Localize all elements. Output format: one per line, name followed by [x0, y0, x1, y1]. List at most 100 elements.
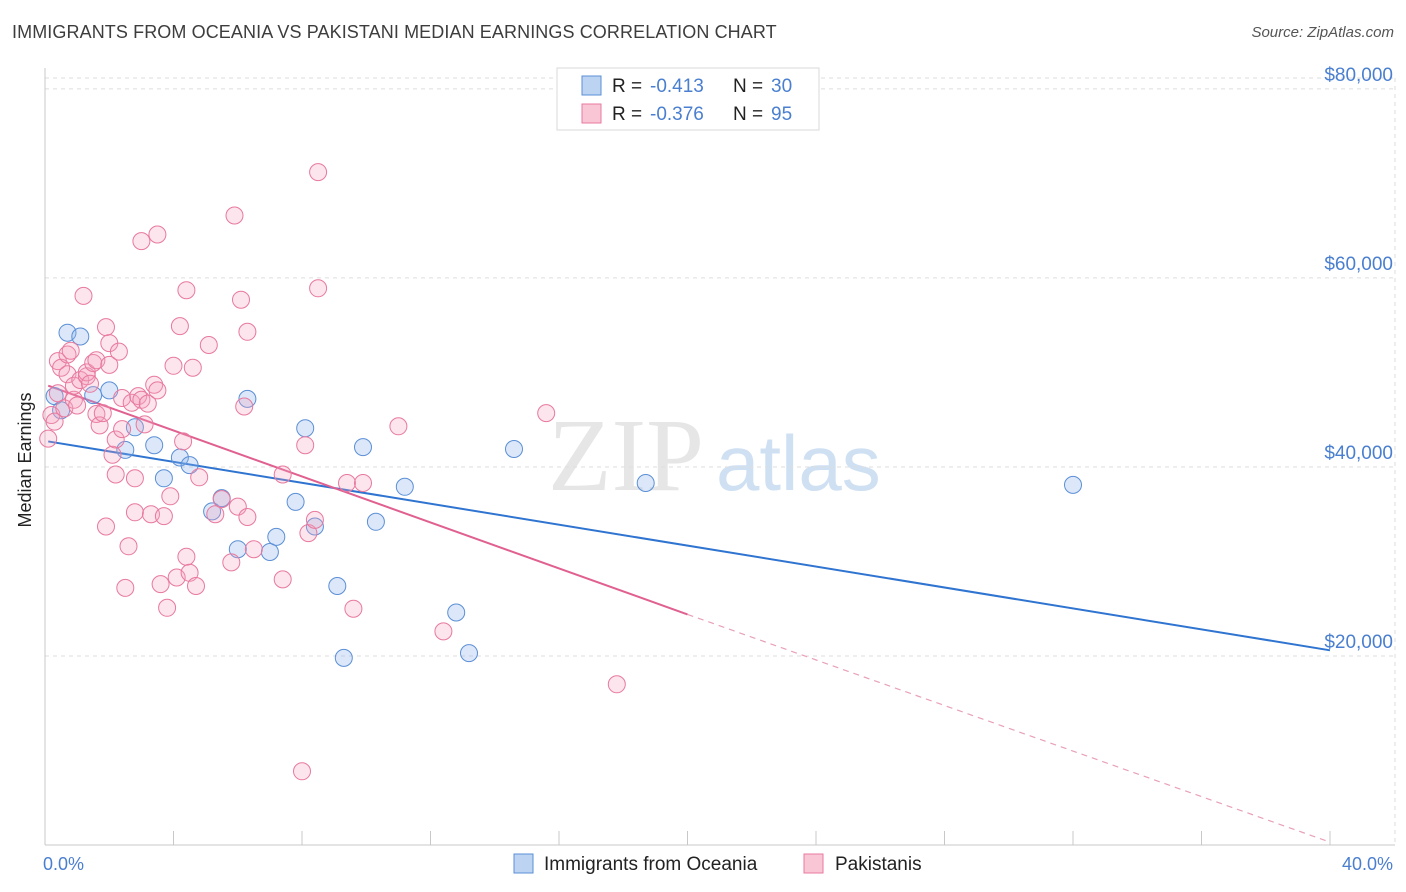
- legend-n-label: N =: [733, 104, 763, 125]
- pakistani-point: [119, 537, 138, 556]
- tick-labels: $20,000 $40,000 $60,000 $80,000 0.0% 40.0%: [43, 65, 1393, 874]
- legend-n-value: 95: [771, 104, 792, 125]
- pakistani-point: [113, 389, 132, 407]
- pakistani-trend-extension: [687, 613, 1331, 843]
- legend-n-value: 30: [771, 76, 792, 97]
- oceania-point: [328, 577, 347, 595]
- oceania-point: [460, 644, 478, 663]
- legend-r-value: -0.376: [650, 104, 704, 125]
- oceania-point: [286, 492, 305, 511]
- oceania-point: [267, 527, 286, 546]
- y-tick-label: $60,000: [1324, 254, 1393, 275]
- pakistani-point: [212, 490, 231, 509]
- pakistani-point: [238, 322, 257, 341]
- oceania-point: [366, 512, 385, 531]
- oceania-point: [71, 327, 90, 346]
- pakistani-point: [87, 405, 106, 423]
- oceania-point: [260, 543, 279, 561]
- pakistani-point: [338, 474, 356, 492]
- correlation-legend: R = -0.413 N = 30 R = -0.376 N = 95: [556, 67, 820, 131]
- pakistani-point: [174, 432, 193, 451]
- oceania-point: [305, 517, 324, 536]
- pakistani-point: [183, 358, 202, 377]
- series-label-pakistanis: Pakistanis: [835, 854, 922, 875]
- pakistani-point: [225, 206, 244, 225]
- y-tick-label: $80,000: [1324, 65, 1393, 86]
- pakistani-point: [103, 445, 122, 464]
- oceania-point: [154, 469, 173, 488]
- pakistani-point: [52, 358, 71, 377]
- oceania-point: [203, 502, 222, 521]
- pakistani-point: [74, 286, 93, 305]
- pakistani-point: [434, 622, 453, 641]
- pakistani-point: [354, 474, 372, 492]
- pakistani-point: [180, 563, 199, 582]
- pakistani-point: [113, 420, 132, 439]
- pakistani-point: [305, 510, 324, 529]
- pakistani-point: [148, 225, 167, 244]
- oceania-point: [180, 456, 199, 475]
- series-swatch-pakistanis: [803, 853, 824, 874]
- pakistani-point: [39, 429, 58, 448]
- chart-title: IMMIGRANTS FROM OCEANIA VS PAKISTANI MED…: [12, 22, 777, 42]
- pakistani-point: [93, 404, 112, 423]
- pakistani-point: [106, 465, 125, 484]
- x-tick-label: 0.0%: [43, 854, 84, 874]
- pakistani-point: [45, 412, 64, 431]
- pakistani-point: [309, 279, 328, 298]
- pakistani-point: [293, 762, 311, 781]
- pakistani-point: [244, 540, 263, 559]
- pakistani-point: [61, 341, 80, 360]
- pakistani-point: [68, 396, 87, 415]
- pakistani-point: [206, 505, 225, 524]
- x-tick-label: 40.0%: [1342, 854, 1393, 874]
- oceania-point: [505, 440, 523, 458]
- pakistani-point: [238, 508, 257, 526]
- data-points: [39, 163, 1082, 781]
- pakistani-point: [109, 342, 128, 361]
- pakistani-point: [177, 281, 196, 300]
- pakistani-point: [161, 487, 180, 506]
- pakistani-point: [116, 578, 135, 597]
- pakistani-point: [81, 374, 99, 393]
- pakistani-point: [145, 375, 164, 394]
- legend-swatch-pakistanis: [581, 103, 602, 124]
- series-swatch-oceania: [513, 853, 534, 874]
- pakistani-point: [170, 317, 189, 336]
- watermark-atlas: atlas: [716, 419, 881, 507]
- series-label-oceania: Immigrants from Oceania: [544, 854, 758, 875]
- oceania-point: [354, 438, 372, 457]
- legend-r-label: R =: [612, 76, 642, 97]
- pakistani-point: [273, 570, 292, 589]
- pakistani-point: [138, 394, 157, 413]
- pakistani-point: [389, 417, 408, 436]
- pakistani-point: [164, 356, 183, 375]
- pakistani-point: [309, 163, 328, 182]
- trend-lines: [47, 384, 1331, 843]
- oceania-point: [296, 419, 315, 438]
- pakistani-point: [100, 355, 119, 374]
- legend-n-label: N =: [733, 76, 763, 97]
- y-axis-title: Median Earnings: [15, 392, 35, 527]
- oceania-point: [636, 474, 655, 492]
- oceania-point: [145, 436, 164, 455]
- oceania-trend-line: [48, 440, 1331, 652]
- series-legend: Immigrants from Oceania Pakistanis: [513, 853, 922, 875]
- y-tick-label: $20,000: [1324, 632, 1393, 653]
- pakistani-point: [537, 404, 556, 423]
- pakistani-point: [97, 517, 115, 536]
- watermark-zip: ZIP: [548, 398, 704, 513]
- pakistani-point: [344, 599, 363, 618]
- legend-r-label: R =: [612, 104, 642, 125]
- pakistani-point: [125, 503, 144, 522]
- pakistani-point: [125, 469, 144, 488]
- oceania-point: [447, 603, 466, 622]
- oceania-point: [334, 648, 353, 667]
- pakistani-point: [273, 465, 292, 484]
- pakistani-point: [151, 575, 170, 594]
- oceania-point: [1064, 475, 1082, 494]
- pakistani-point: [190, 468, 209, 487]
- pakistani-trend-line: [47, 384, 688, 616]
- pakistani-point: [148, 381, 167, 400]
